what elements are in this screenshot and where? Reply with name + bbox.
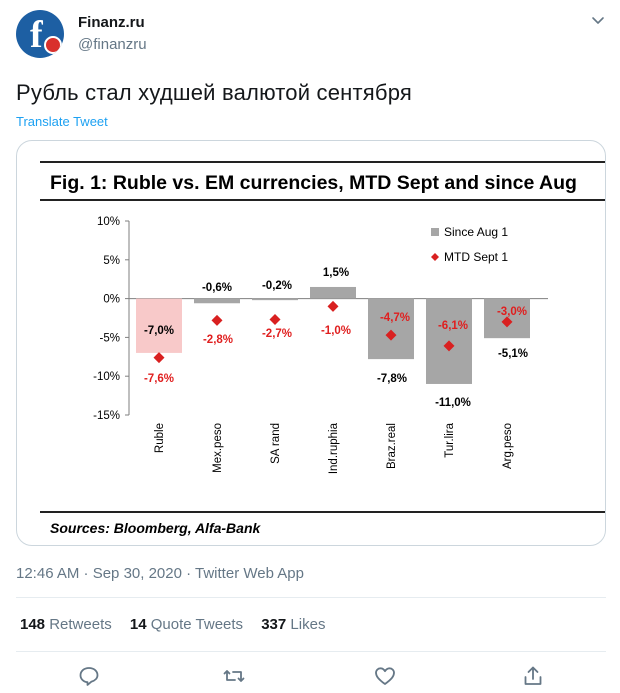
bar	[194, 298, 240, 304]
y-tick-label: 0%	[103, 294, 120, 306]
retweet-icon[interactable]	[222, 664, 246, 688]
marker-data-label: -7,6%	[144, 373, 174, 385]
bar-data-label: -11,0%	[435, 397, 471, 409]
category-label: Tur.lira	[444, 422, 456, 457]
likes-stat[interactable]: 337 Likes	[261, 616, 325, 633]
y-tick-label: -10%	[93, 371, 120, 383]
tweet-stats: 148 Retweets 14 Quote Tweets 337 Likes	[20, 616, 339, 633]
y-tick-label: 5%	[103, 255, 120, 267]
heart-icon[interactable]	[373, 664, 397, 688]
bar-data-label: 1,5%	[323, 267, 349, 279]
translate-tweet-link[interactable]: Translate Tweet	[16, 114, 108, 129]
avatar[interactable]: f	[16, 10, 64, 58]
retweets-label: Retweets	[49, 616, 112, 633]
bar-data-label: -7,8%	[377, 373, 407, 385]
marker-point	[443, 340, 455, 352]
chart-top-rule	[40, 161, 605, 163]
marker-point	[153, 352, 165, 364]
category-label: Arg.peso	[502, 423, 514, 469]
chart-title-rule	[40, 199, 605, 201]
bar-data-label: -5,1%	[498, 348, 528, 360]
marker-data-label: -6,1%	[438, 320, 468, 332]
divider	[16, 597, 606, 598]
author-name[interactable]: Finanz.ru	[78, 14, 145, 31]
quote-tweets-stat[interactable]: 14 Quote Tweets	[130, 616, 243, 633]
marker-data-label: -4,7%	[380, 312, 410, 324]
marker-point	[385, 329, 397, 341]
marker-point	[269, 314, 281, 326]
likes-count: 337	[261, 616, 287, 633]
retweets-stat[interactable]: 148 Retweets	[20, 616, 112, 633]
category-label: Ind.ruphia	[328, 422, 340, 474]
tweet-timestamp[interactable]: 12:46 AM · Sep 30, 2020 · Twitter Web Ap…	[16, 565, 304, 582]
retweets-count: 148	[20, 616, 46, 633]
bar	[310, 286, 356, 299]
marker-point	[501, 316, 513, 328]
chart-sources: Sources: Bloomberg, Alfa-Bank	[50, 520, 261, 536]
legend-swatch-bar	[431, 228, 439, 236]
tweet-image-card[interactable]	[16, 140, 606, 546]
category-label: Mex.peso	[212, 423, 224, 473]
legend-swatch-marker	[431, 253, 439, 261]
legend-label: MTD Sept 1	[444, 250, 508, 264]
bar	[368, 298, 414, 360]
legend-label: Since Aug 1	[444, 225, 508, 239]
share-icon[interactable]	[521, 664, 545, 688]
avatar-dot	[44, 36, 62, 54]
avatar-letter: f	[30, 14, 43, 56]
bar	[252, 298, 298, 301]
marker-data-label: -1,0%	[321, 325, 351, 337]
bar-data-label: -0,2%	[262, 280, 292, 292]
y-tick-label: -5%	[100, 332, 120, 344]
bar	[136, 298, 182, 353]
category-label: Ruble	[154, 423, 166, 453]
y-tick-label: -15%	[93, 410, 120, 422]
chart-title: Fig. 1: Ruble vs. EM currencies, MTD Sep…	[50, 172, 577, 194]
marker-data-label: -2,7%	[262, 328, 292, 340]
quote-label: Quote Tweets	[150, 616, 244, 633]
divider	[16, 651, 606, 652]
category-label: Braz.real	[386, 423, 398, 469]
category-label: SA rand	[270, 423, 282, 464]
marker-data-label: -3,0%	[497, 306, 527, 318]
chevron-down-icon[interactable]	[590, 12, 606, 28]
chart-bottom-rule	[40, 511, 605, 513]
reply-icon[interactable]	[77, 664, 101, 688]
y-tick-label: 10%	[97, 216, 120, 228]
bar-data-label: -7,0%	[144, 325, 174, 337]
marker-data-label: -2,8%	[203, 334, 233, 346]
marker-point	[327, 300, 339, 312]
likes-label: Likes	[290, 616, 326, 633]
quote-count: 14	[129, 616, 147, 633]
marker-point	[211, 314, 223, 326]
tweet-text: Рубль стал худшей валютой сентября	[16, 80, 413, 105]
bar-data-label: -0,6%	[202, 282, 232, 294]
author-handle[interactable]: @finanzru	[78, 36, 147, 53]
